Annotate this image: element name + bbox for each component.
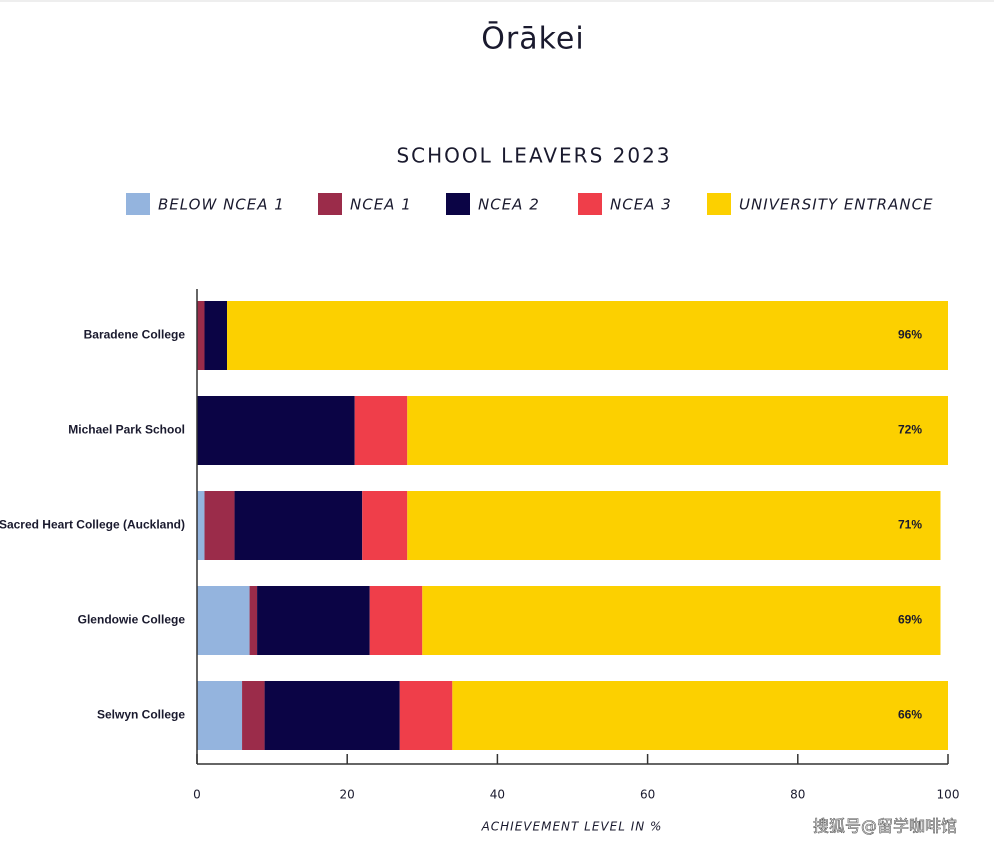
y-tick-label: Baradene College xyxy=(84,328,186,342)
bar-segment xyxy=(234,491,363,560)
legend-label: NCEA 1 xyxy=(350,196,412,214)
bar-segment xyxy=(362,491,408,560)
bar-segment xyxy=(197,301,205,370)
legend-label: BELOW NCEA 1 xyxy=(158,196,285,214)
chart-title: SCHOOL LEAVERS 2023 xyxy=(396,144,671,168)
data-label: 69% xyxy=(898,613,922,627)
x-tick-label: 20 xyxy=(340,788,355,802)
bar-segment xyxy=(197,586,250,655)
x-tick-label: 100 xyxy=(937,788,960,802)
brand: Ōrākei xyxy=(481,21,584,57)
x-tick-label: 60 xyxy=(640,788,655,802)
legend-swatch xyxy=(578,193,602,215)
bar-segment xyxy=(354,396,408,465)
bar-segment xyxy=(257,586,370,655)
legend-swatch xyxy=(126,193,150,215)
bar-segment xyxy=(249,586,258,655)
watermark: 搜狐号@留学咖啡馆 xyxy=(813,817,957,836)
legend-label: UNIVERSITY ENTRANCE xyxy=(739,196,934,214)
y-tick-label: Sacred Heart College (Auckland) xyxy=(0,518,185,532)
bar-segment xyxy=(399,681,453,750)
bar-segment xyxy=(407,396,948,465)
bar-segment xyxy=(369,586,423,655)
bar-segment xyxy=(197,396,355,465)
legend-swatch xyxy=(318,193,342,215)
bar-segment xyxy=(242,681,265,750)
legend-label: NCEA 2 xyxy=(478,196,540,214)
x-tick-label: 40 xyxy=(490,788,505,802)
legend-label: NCEA 3 xyxy=(610,196,672,214)
legend-swatch xyxy=(446,193,470,215)
bar-segment xyxy=(197,491,205,560)
data-label: 72% xyxy=(898,423,922,437)
x-axis-label: ACHIEVEMENT LEVEL IN % xyxy=(481,820,663,834)
bar-segment xyxy=(452,681,948,750)
bar-segment xyxy=(264,681,400,750)
x-tick-label: 80 xyxy=(790,788,805,802)
data-label: 96% xyxy=(898,328,922,342)
data-label: 66% xyxy=(898,708,922,722)
data-label: 71% xyxy=(898,518,922,532)
bar-segment xyxy=(204,301,228,370)
y-tick-label: Michael Park School xyxy=(68,423,185,437)
y-tick-label: Glendowie College xyxy=(78,613,186,627)
x-tick-label: 0 xyxy=(193,788,201,802)
bar-segment xyxy=(422,586,941,655)
bar-segment xyxy=(227,301,949,370)
legend-swatch xyxy=(707,193,731,215)
bar-segment xyxy=(407,491,941,560)
bar-segment xyxy=(204,491,235,560)
y-tick-label: Selwyn College xyxy=(97,708,185,722)
bar-segment xyxy=(197,681,243,750)
